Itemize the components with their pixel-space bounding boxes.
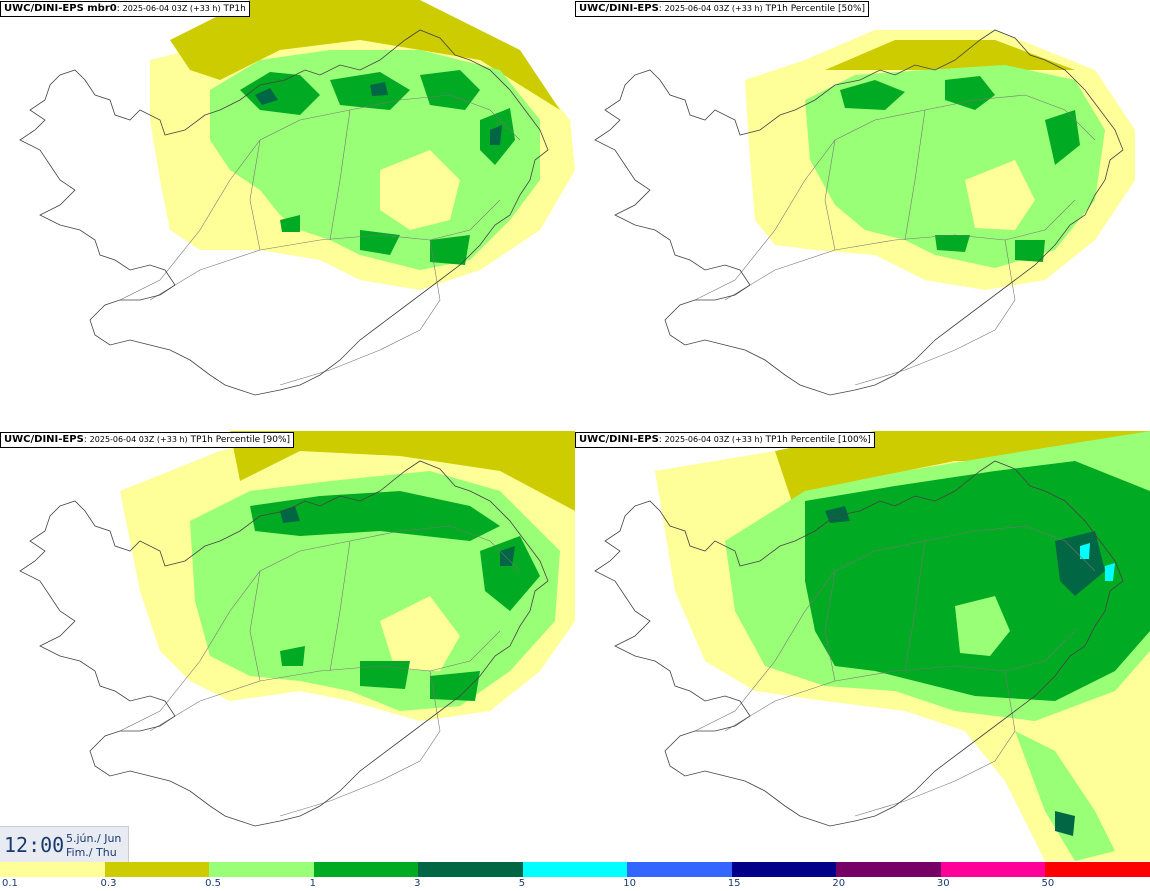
road-line <box>724 630 1076 732</box>
legend-tick-label: 5 <box>518 878 526 889</box>
legend-tick-label: 50 <box>1041 878 1055 889</box>
legend-swatch <box>313 862 419 877</box>
field-name: TP1h Percentile [50%] <box>765 4 866 14</box>
model-name: UWC/DINI-EPS mbr0 <box>4 3 117 14</box>
road-line <box>904 109 926 241</box>
road-line <box>119 525 521 732</box>
road-line <box>249 570 261 682</box>
road-line <box>279 239 441 386</box>
road-line <box>119 94 521 301</box>
model-name: UWC/DINI-EPS <box>4 434 84 445</box>
legend-swatch <box>836 862 942 877</box>
coastline <box>19 29 549 396</box>
valid-time-box: 12:00 5.jún./ Jun Fim./ Thu <box>0 826 129 863</box>
run-time: 2025-06-04 03Z (+33 h) <box>89 435 188 444</box>
legend-swatch <box>731 862 837 877</box>
field-name: TP1h <box>223 4 246 14</box>
legend-swatch <box>522 862 628 877</box>
road-line <box>149 630 501 732</box>
valid-weekday: Fim./ Thu <box>66 846 117 859</box>
legend-tick-label: 0.5 <box>205 878 221 889</box>
legend-tick-label: 20 <box>832 878 846 889</box>
model-name: UWC/DINI-EPS <box>579 434 659 445</box>
precip-fields <box>120 431 575 721</box>
legend-tick-label: 10 <box>623 878 636 889</box>
road-line <box>694 94 1096 301</box>
legend-swatch <box>940 862 1046 877</box>
precipitation-map <box>594 431 1150 861</box>
coastline <box>594 460 1124 827</box>
road-line <box>904 540 926 672</box>
run-time: 2025-06-04 03Z (+33 h) <box>664 4 763 13</box>
precipitation-map <box>594 29 1135 396</box>
precipitation-map <box>19 431 575 827</box>
coastline-roads <box>19 460 549 827</box>
valid-time: 12:00 <box>4 833 65 857</box>
legend-tick-label: 15 <box>727 878 741 889</box>
coastline-roads <box>19 29 549 396</box>
coastline-roads <box>594 29 1124 396</box>
valid-date: 5.jún./ Jun <box>66 832 122 845</box>
panel-title: UWC/DINI-EPS: 2025-06-04 03Z (+33 h) TP1… <box>575 432 875 448</box>
precip-fields <box>150 0 575 290</box>
road-line <box>329 540 351 672</box>
legend-swatch <box>0 862 105 877</box>
coastline <box>19 460 549 827</box>
panel-title: UWC/DINI-EPS: 2025-06-04 03Z (+33 h) TP1… <box>0 432 295 448</box>
precip-legend: 0.1 0.3 0.5 1 3 5 10 15 20 30 50 <box>0 862 1150 891</box>
panel-title: UWC/DINI-EPS: 2025-06-04 03Z (+33 h) TP1… <box>575 1 870 17</box>
road-line <box>279 670 441 817</box>
map-panel-p100: UWC/DINI-EPS: 2025-06-04 03Z (+33 h) TP1… <box>575 431 1150 861</box>
road-line <box>694 525 1096 732</box>
road-line <box>824 570 836 682</box>
panel-title: UWC/DINI-EPS mbr0: 2025-06-04 03Z (+33 h… <box>0 1 250 17</box>
legend-swatch <box>209 862 315 877</box>
road-line <box>854 670 1016 817</box>
legend-swatch <box>104 862 210 877</box>
legend-tick-label: 3 <box>414 878 421 889</box>
run-time: 2025-06-04 03Z (+33 h) <box>122 4 221 13</box>
precip-fields <box>745 30 1135 290</box>
legend-swatch <box>1045 862 1150 877</box>
road-line <box>149 199 501 301</box>
precip-fields <box>655 431 1150 861</box>
legend-tick-label: 0.1 <box>2 878 18 889</box>
legend-tick-label: 30 <box>936 878 950 889</box>
road-line <box>329 109 351 241</box>
road-line <box>724 199 1076 301</box>
legend-tick-label: 1 <box>309 878 316 889</box>
model-name: UWC/DINI-EPS <box>579 3 659 14</box>
legend-tick-label: 0.3 <box>100 878 117 889</box>
precipitation-map <box>19 0 575 396</box>
field-name: TP1h Percentile [90%] <box>190 435 291 445</box>
field-name: TP1h Percentile [100%] <box>765 435 871 445</box>
legend-swatch <box>418 862 524 877</box>
map-panel-p90: UWC/DINI-EPS: 2025-06-04 03Z (+33 h) TP1… <box>0 431 575 861</box>
legend-swatch <box>627 862 733 877</box>
coastline-roads <box>594 460 1124 827</box>
map-panel-p50: UWC/DINI-EPS: 2025-06-04 03Z (+33 h) TP1… <box>575 0 1150 430</box>
coastline <box>594 29 1124 396</box>
road-line <box>249 139 261 251</box>
map-panel-member0: UWC/DINI-EPS mbr0: 2025-06-04 03Z (+33 h… <box>0 0 575 430</box>
run-time: 2025-06-04 03Z (+33 h) <box>664 435 763 444</box>
road-line <box>854 239 1016 386</box>
road-line <box>824 139 836 251</box>
